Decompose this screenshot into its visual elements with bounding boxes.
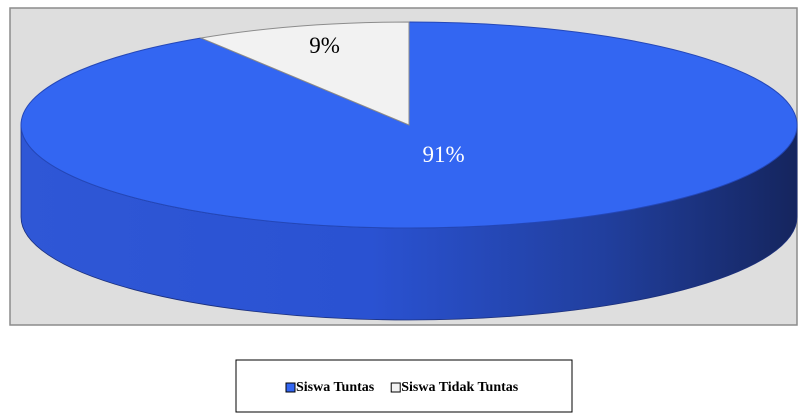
pie-slice xyxy=(199,21,410,126)
data-label: 91% xyxy=(423,142,465,167)
pie: 91% 9% xyxy=(20,21,798,321)
data-label: 9% xyxy=(309,33,340,58)
legend-swatch xyxy=(285,382,296,393)
legend-label: Siswa Tidak Tuntas xyxy=(401,380,519,395)
legend-label: Siswa Tuntas xyxy=(296,380,375,395)
legend-swatch xyxy=(390,382,401,393)
legend-items: Siswa Tuntas Siswa Tidak Tuntas xyxy=(285,380,519,395)
